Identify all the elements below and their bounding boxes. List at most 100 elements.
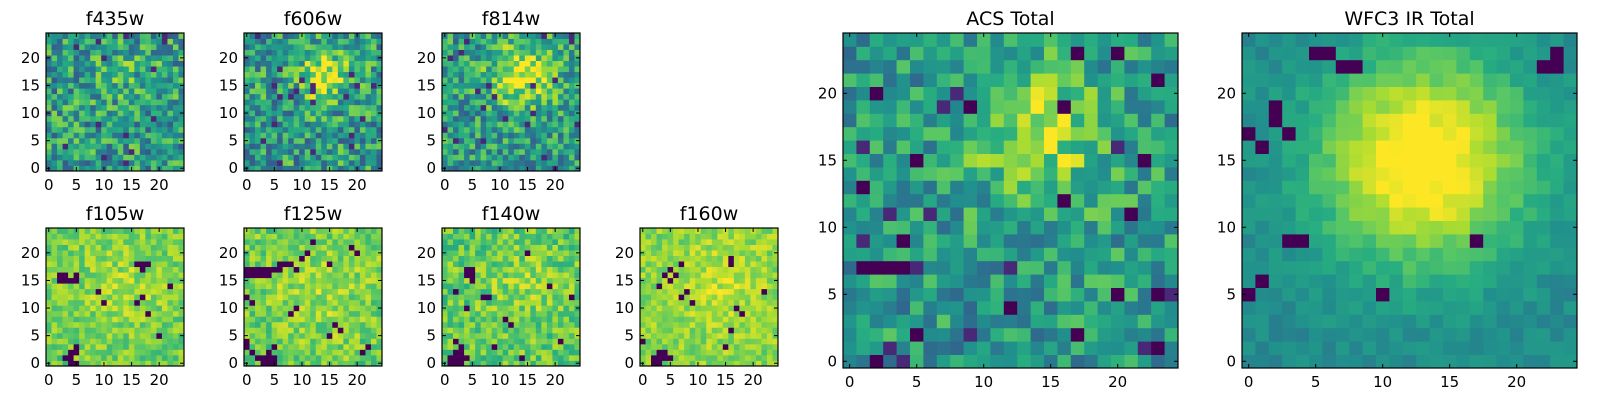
heatmap-cell [156,49,163,56]
heatmap-cell [486,239,493,245]
heatmap-cell [326,93,333,100]
heatmap-cell [990,207,1005,221]
heatmap-cell [365,126,372,133]
heatmap-cell [255,283,261,290]
heatmap-cell [68,115,74,122]
heatmap-cell [469,126,476,133]
heatmap-cell [700,266,707,273]
heatmap-cell [95,110,102,117]
heatmap-cell [519,277,526,284]
heatmap-cell [370,288,377,295]
heatmap-cell [117,343,124,350]
heatmap-cell [128,332,135,339]
heatmap-cell [524,239,531,245]
heatmap-cell [315,93,322,100]
heatmap-cell [178,159,185,166]
heatmap-cell [458,288,465,295]
heatmap-cell [57,71,63,78]
heatmap-cell [244,316,250,323]
heatmap-cell [277,332,284,339]
heatmap-cell [546,360,553,367]
heatmap-cell [497,88,504,95]
heatmap-cell [563,71,570,78]
heatmap-cell [568,299,575,306]
heatmap-cell [497,310,504,317]
heatmap-cell [480,132,487,139]
heatmap-cell [315,99,322,106]
heatmap-cell [156,93,163,100]
heatmap-cell [321,233,328,240]
heatmap-cell [150,99,157,106]
heatmap-cell [651,360,657,367]
heatmap-cell [497,66,504,73]
heatmap-cell [84,305,91,312]
heatmap-cell [134,115,141,122]
heatmap-cell [348,71,355,78]
heatmap-cell [541,77,548,84]
heatmap-cell [84,266,91,273]
heatmap-cell [359,143,366,150]
heatmap-cell [546,121,553,128]
heatmap-cell [524,77,531,84]
heatmap-cell [343,38,350,45]
heatmap-cell [62,272,69,279]
heatmap-cell [453,82,459,89]
heatmap-cell [68,261,74,268]
heatmap-cell [46,288,52,295]
heatmap-cell [310,148,317,155]
heatmap-cell [744,299,751,306]
heatmap-cell [475,283,482,290]
heatmap-cell [519,110,526,117]
heatmap-cell [112,55,119,61]
heatmap-cell [167,349,174,356]
heatmap-cell [910,180,924,195]
heatmap-cell [896,207,911,221]
heatmap-cell [475,288,482,295]
heatmap-cell [112,104,119,111]
heatmap-cell [112,294,119,301]
heatmap-cell [134,159,141,166]
heatmap-cell [277,137,284,144]
heatmap-cell [332,261,339,268]
heatmap-cell [112,343,119,350]
heatmap-cell [673,343,680,350]
heatmap-cell [249,239,256,245]
heatmap-cell [869,247,884,262]
heatmap-cell [310,60,317,67]
heatmap-cell [106,310,113,317]
heatmap-cell [491,44,498,50]
heatmap-cell [1057,341,1072,355]
heatmap-cell [1084,234,1098,248]
heatmap-cell [453,239,459,245]
heatmap-cell [546,228,553,234]
heatmap-cell [519,321,526,328]
heatmap-cell [541,354,548,361]
heatmap-cell [486,99,493,106]
heatmap-cell [508,228,515,234]
heatmap-cell [469,316,476,323]
heatmap-cell [57,99,63,106]
heatmap-cell [689,316,696,323]
heatmap-cell [772,272,779,279]
heatmap-cell [563,360,570,367]
heatmap-cell [101,126,108,133]
heatmap-cell [293,239,300,245]
heatmap-cell [332,99,339,106]
heatmap-cell [574,66,581,73]
heatmap-cell [57,143,63,150]
heatmap-cell [475,77,482,84]
heatmap-cell [568,159,575,166]
heatmap-cell [101,66,108,73]
heatmap-cell [464,143,470,150]
heatmap-cell [326,82,333,89]
heatmap-cell [68,299,74,306]
heatmap-cell [255,343,261,350]
heatmap-cell [343,104,350,111]
heatmap-cell [695,332,702,339]
heatmap-cell [1124,287,1139,302]
heatmap-cell [304,349,311,356]
heatmap-cell [480,349,487,356]
heatmap-cell [843,301,857,315]
heatmap-cell [139,49,146,56]
heatmap-cell [458,266,465,273]
